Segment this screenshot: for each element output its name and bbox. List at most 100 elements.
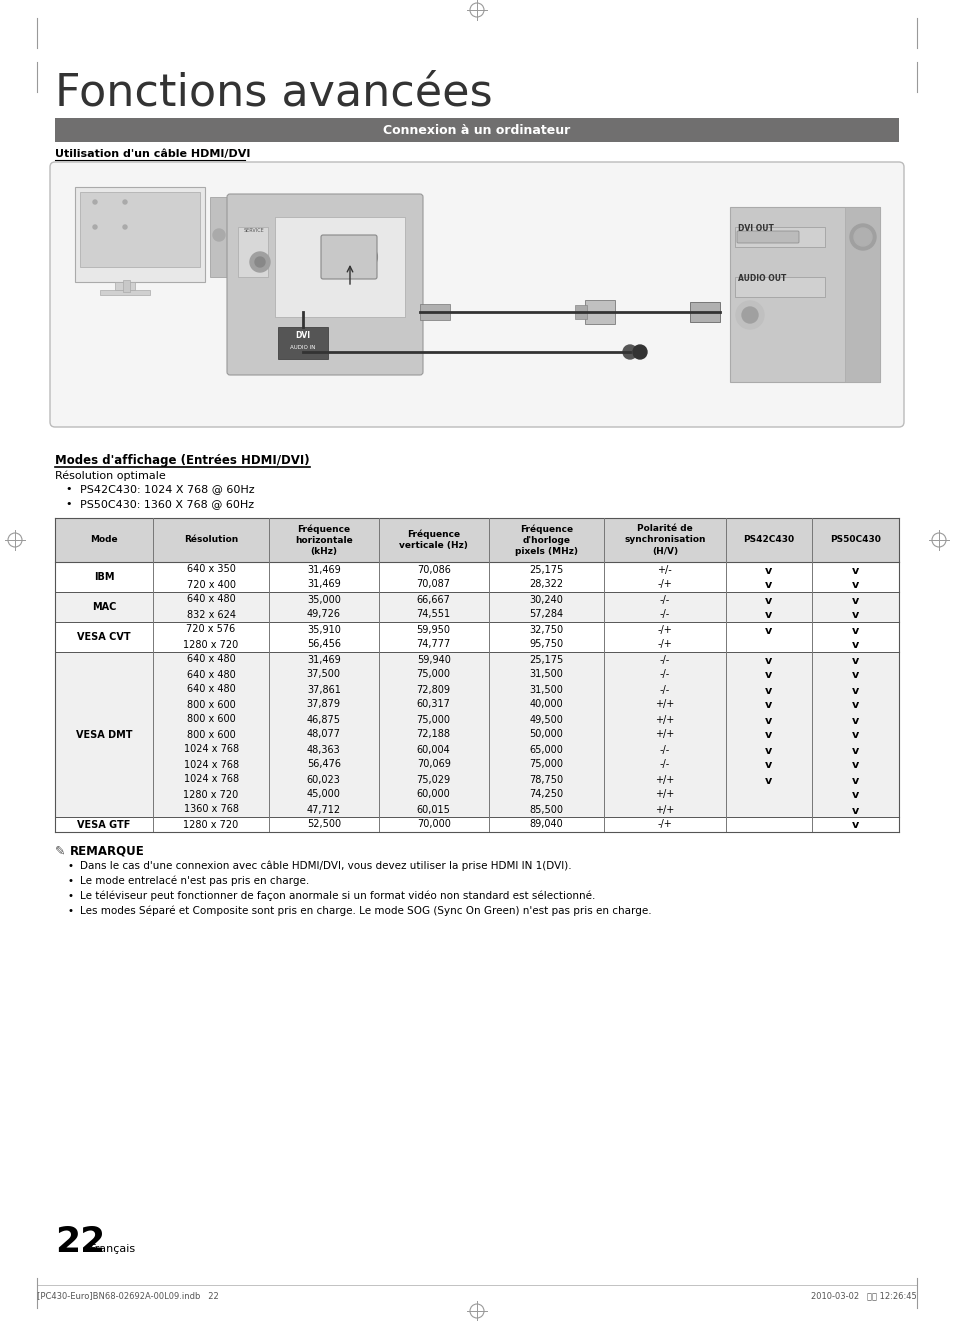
Bar	[734, 277, 824, 297]
Text: 640 x 480: 640 x 480	[187, 670, 235, 679]
Circle shape	[633, 345, 646, 359]
Circle shape	[622, 345, 637, 359]
Bar	[55, 622, 898, 653]
Text: Résolution: Résolution	[184, 535, 238, 544]
Text: 37,861: 37,861	[307, 684, 340, 695]
Text: 70,069: 70,069	[416, 760, 450, 770]
Text: v: v	[764, 745, 772, 756]
Circle shape	[92, 225, 97, 229]
Circle shape	[741, 306, 758, 324]
Text: v: v	[764, 700, 772, 711]
Text: v: v	[764, 716, 772, 725]
Text: -/-: -/-	[659, 760, 669, 770]
Text: -/-: -/-	[659, 594, 669, 605]
Circle shape	[735, 301, 763, 329]
Text: 25,175: 25,175	[529, 564, 563, 575]
Text: 49,726: 49,726	[307, 609, 340, 620]
Text: 35,910: 35,910	[307, 625, 340, 634]
Text: v: v	[851, 761, 859, 770]
Text: 35,000: 35,000	[307, 594, 340, 605]
Text: 95,750: 95,750	[529, 639, 563, 650]
Text: v: v	[764, 596, 772, 605]
Text: 50,000: 50,000	[529, 729, 562, 740]
Text: v: v	[851, 806, 859, 815]
Text: v: v	[851, 820, 859, 831]
Text: Le mode entrelacé n'est pas pris en charge.: Le mode entrelacé n'est pas pris en char…	[80, 876, 309, 886]
Text: Connexion à un ordinateur: Connexion à un ordinateur	[383, 124, 570, 137]
Text: +/+: +/+	[655, 700, 674, 709]
Bar	[237, 227, 268, 277]
Text: Polarité de
synchronisation
(H/V): Polarité de synchronisation (H/V)	[623, 524, 705, 556]
Text: Mode: Mode	[91, 535, 118, 544]
Text: 60,317: 60,317	[416, 700, 450, 709]
Text: PS42C430: 1024 X 768 @ 60Hz: PS42C430: 1024 X 768 @ 60Hz	[80, 483, 254, 494]
Text: Fréquence
d'horloge
pixels (MHz): Fréquence d'horloge pixels (MHz)	[515, 524, 578, 556]
Text: v: v	[851, 610, 859, 621]
Text: -/-: -/-	[659, 670, 669, 679]
Text: -/-: -/-	[659, 654, 669, 664]
Bar	[55, 653, 898, 816]
Circle shape	[849, 225, 875, 250]
Text: 31,469: 31,469	[307, 654, 340, 664]
Text: 31,500: 31,500	[529, 684, 562, 695]
Text: Fréquence
horizontale
(kHz): Fréquence horizontale (kHz)	[294, 524, 353, 556]
Text: Le téléviseur peut fonctionner de façon anormale si un format vidéo non standard: Le téléviseur peut fonctionner de façon …	[80, 890, 595, 901]
Circle shape	[250, 252, 270, 272]
Text: +/+: +/+	[655, 774, 674, 785]
Text: Les modes Séparé et Composite sont pris en charge. Le mode SOG (Sync On Green) n: Les modes Séparé et Composite sont pris …	[80, 905, 651, 915]
Text: 37,879: 37,879	[307, 700, 340, 709]
Bar	[325, 238, 375, 276]
Text: •: •	[65, 499, 71, 509]
Text: 70,086: 70,086	[416, 564, 450, 575]
Text: 37,500: 37,500	[307, 670, 340, 679]
Text: 60,015: 60,015	[416, 804, 450, 815]
Text: PS50C430: 1360 X 768 @ 60Hz: PS50C430: 1360 X 768 @ 60Hz	[80, 499, 253, 509]
Text: 70,000: 70,000	[416, 819, 450, 830]
Text: 800 x 600: 800 x 600	[187, 729, 235, 740]
Text: Résolution optimale: Résolution optimale	[55, 470, 166, 481]
Text: 57,284: 57,284	[529, 609, 563, 620]
Bar	[210, 197, 228, 277]
Bar	[734, 227, 824, 247]
Text: v: v	[764, 686, 772, 695]
Text: •: •	[68, 861, 74, 871]
Text: Fonctions avancées: Fonctions avancées	[55, 71, 492, 114]
Text: [PC430-Euro]BN68-02692A-00L09.indb   22: [PC430-Euro]BN68-02692A-00L09.indb 22	[37, 1291, 218, 1300]
FancyBboxPatch shape	[50, 162, 903, 427]
Text: -/-: -/-	[659, 684, 669, 695]
Text: v: v	[764, 775, 772, 786]
Circle shape	[254, 258, 265, 267]
Text: Modes d'affichage (Entrées HDMI/DVI): Modes d'affichage (Entrées HDMI/DVI)	[55, 454, 310, 468]
Text: 74,250: 74,250	[529, 790, 563, 799]
Text: v: v	[764, 671, 772, 680]
Bar	[55, 816, 898, 832]
Bar	[419, 304, 450, 320]
Text: v: v	[764, 610, 772, 621]
Text: PS50C430: PS50C430	[829, 535, 881, 544]
Text: +/-: +/-	[657, 564, 672, 575]
Text: 800 x 600: 800 x 600	[187, 700, 235, 709]
Text: IBM: IBM	[93, 572, 114, 583]
Text: v: v	[851, 716, 859, 725]
Text: VESA CVT: VESA CVT	[77, 631, 131, 642]
Text: 45,000: 45,000	[307, 790, 340, 799]
Text: 32,750: 32,750	[529, 625, 563, 634]
Text: PS42C430: PS42C430	[742, 535, 794, 544]
Text: 28,322: 28,322	[529, 580, 563, 589]
Text: v: v	[851, 775, 859, 786]
FancyBboxPatch shape	[227, 194, 422, 375]
Text: 720 x 400: 720 x 400	[187, 580, 235, 589]
Bar	[55, 518, 898, 561]
Text: 70,087: 70,087	[416, 580, 450, 589]
Text: 31,500: 31,500	[529, 670, 562, 679]
Text: •: •	[68, 890, 74, 901]
Text: v: v	[851, 596, 859, 605]
Bar	[689, 303, 720, 322]
Text: VESA DMT: VESA DMT	[76, 729, 132, 740]
Text: Utilisation d'un câble HDMI/DVI: Utilisation d'un câble HDMI/DVI	[55, 149, 250, 159]
Text: 1024 x 768: 1024 x 768	[183, 760, 238, 770]
Text: v: v	[764, 761, 772, 770]
Text: 1280 x 720: 1280 x 720	[183, 639, 238, 650]
Text: 72,809: 72,809	[416, 684, 450, 695]
Text: 1280 x 720: 1280 x 720	[183, 790, 238, 799]
